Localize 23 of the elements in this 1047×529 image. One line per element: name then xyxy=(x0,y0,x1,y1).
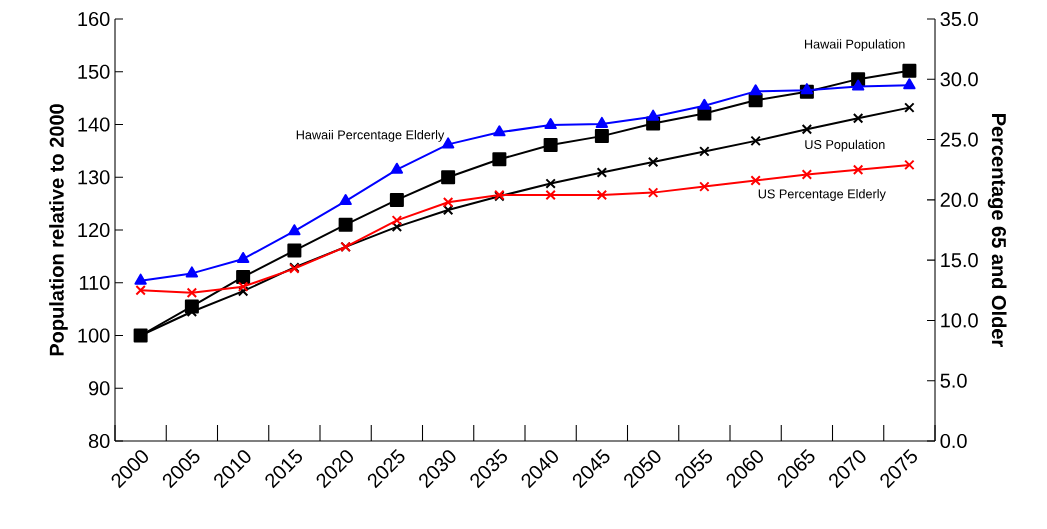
y2-tick-label: 5.0 xyxy=(940,373,967,388)
y2-tick-label: 30.0 xyxy=(940,72,978,87)
y2-tick-label: 15.0 xyxy=(941,253,978,268)
y-tick-label: 90 xyxy=(88,381,110,396)
y2-tick-label: 35.0 xyxy=(940,11,978,27)
y-axis-title: Population relative to 2000 xyxy=(49,104,68,356)
series-label: US Percentage Elderly xyxy=(758,189,886,201)
y2-tick-label: 10.0 xyxy=(941,313,978,328)
series-label: US Population xyxy=(805,139,885,152)
y-tick-label: 80 xyxy=(88,433,110,449)
y2-tick-label: 25.0 xyxy=(940,132,978,147)
y-tick-label: 100 xyxy=(78,328,110,343)
y2-tick-label: 0.0 xyxy=(940,433,967,449)
y2-axis-title: Percentage 65 and Older xyxy=(987,114,1007,347)
y2-tick-label: 20.0 xyxy=(940,192,978,207)
y-tick-label: 130 xyxy=(78,170,110,185)
y-tick-label: 160 xyxy=(78,11,110,27)
y-tick-label: 120 xyxy=(78,222,110,238)
y-tick-label: 150 xyxy=(78,64,110,79)
y-tick-label: 110 xyxy=(79,275,110,290)
series-label: Hawaii Percentage Elderly xyxy=(296,129,445,142)
series-label: Hawaii Population xyxy=(804,39,905,52)
y-tick-label: 140 xyxy=(78,117,110,132)
